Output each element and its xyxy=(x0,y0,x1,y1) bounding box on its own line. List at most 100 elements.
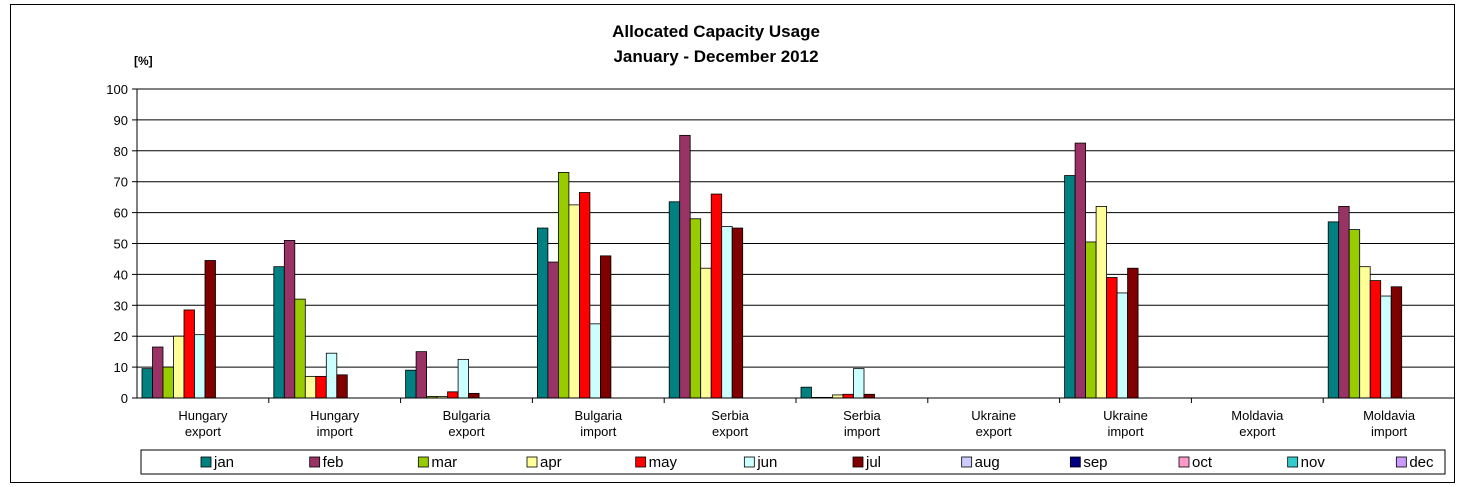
bar-jan xyxy=(1327,221,1340,399)
legend-box xyxy=(140,449,1446,475)
y-tick-label: 100 xyxy=(106,82,128,97)
bar-may xyxy=(1369,280,1382,399)
x-category-label: Moldavia xyxy=(1231,408,1284,423)
bar-mar xyxy=(162,366,174,399)
bar-jun xyxy=(589,323,601,399)
bar-jan xyxy=(141,368,153,399)
bar-feb xyxy=(1338,206,1350,399)
x-category-label: export xyxy=(976,424,1013,439)
legend-swatch-may xyxy=(635,456,647,468)
bar-feb xyxy=(415,351,428,399)
legend-label-mar: mar xyxy=(431,454,457,471)
x-category-label: export xyxy=(448,424,485,439)
legend-swatch-dec xyxy=(1395,456,1407,468)
bar-jun xyxy=(325,352,338,399)
bar-may xyxy=(579,192,591,399)
bar-apr xyxy=(1095,206,1107,399)
bar-may xyxy=(183,309,195,399)
bar-jul xyxy=(468,392,480,399)
legend-label-dec: dec xyxy=(1409,454,1434,471)
grid-lines xyxy=(137,88,1455,368)
bar-jun xyxy=(1380,295,1392,399)
bar-may xyxy=(447,391,459,399)
bar-jun xyxy=(457,358,470,399)
x-category-label: export xyxy=(185,424,222,439)
x-category-label: Hungary xyxy=(178,408,228,423)
x-category-labels: HungaryexportHungaryimportBulgariaexport… xyxy=(178,408,1416,439)
x-category-label: Ukraine xyxy=(1103,408,1148,423)
bar-jan xyxy=(800,386,812,399)
legend-swatch-jan xyxy=(200,456,212,468)
x-category-label: Serbia xyxy=(711,408,749,423)
x-category-label: import xyxy=(317,424,354,439)
legend-label-may: may xyxy=(649,454,678,471)
bar-apr xyxy=(700,267,712,399)
x-category-label: Ukraine xyxy=(971,408,1016,423)
bar-apr xyxy=(173,335,185,399)
bar-may xyxy=(1106,277,1118,399)
legend-label-nov: nov xyxy=(1301,454,1326,471)
bar-mar xyxy=(294,298,306,399)
bar-mar xyxy=(689,218,702,399)
x-category-label: import xyxy=(844,424,881,439)
bar-may xyxy=(842,393,854,399)
chart-subtitle: January - December 2012 xyxy=(613,47,818,66)
legend-label-feb: feb xyxy=(323,454,344,471)
legend-label-jul: jul xyxy=(865,454,881,471)
x-category-label: Moldavia xyxy=(1363,408,1416,423)
legend-label-sep: sep xyxy=(1083,454,1107,471)
x-category-label: Bulgaria xyxy=(443,408,491,423)
bar-feb xyxy=(152,346,164,399)
x-category-label: import xyxy=(1107,424,1144,439)
legend-label-jan: jan xyxy=(213,454,234,471)
bar-may xyxy=(315,375,327,399)
x-category-label: import xyxy=(1371,424,1408,439)
y-axis-unit-label: [%] xyxy=(134,54,153,68)
bar-jul xyxy=(1127,267,1139,399)
x-category-label: export xyxy=(712,424,749,439)
y-tick-labels: 0 10 20 30 40 50 60 70 80 90 100 xyxy=(106,82,128,406)
bar-jul xyxy=(731,227,744,399)
y-tick-label: 0 xyxy=(121,391,128,406)
bar-mar xyxy=(1348,229,1361,399)
bar-jul xyxy=(1390,286,1403,399)
bar-jun xyxy=(1116,292,1128,399)
legend-label-jun: jun xyxy=(756,454,777,471)
axes xyxy=(132,88,1455,403)
bar-jul xyxy=(600,255,612,399)
bar-feb xyxy=(1074,142,1086,399)
bar-jan xyxy=(1064,175,1076,399)
x-category-label: import xyxy=(580,424,617,439)
legend-swatch-mar xyxy=(417,456,429,468)
legend-label-aug: aug xyxy=(975,454,1000,471)
y-tick-label: 40 xyxy=(114,267,128,282)
x-category-label: export xyxy=(1239,424,1276,439)
legend-swatch-jul xyxy=(852,456,864,468)
y-tick-label: 60 xyxy=(114,206,128,221)
bar-jul xyxy=(336,374,348,399)
legend-swatch-feb xyxy=(309,456,321,468)
bar-jun xyxy=(194,334,206,399)
bar-jun xyxy=(721,226,733,399)
y-tick-label: 70 xyxy=(114,175,128,190)
y-tick-label: 80 xyxy=(114,144,128,159)
legend-label-apr: apr xyxy=(540,454,562,471)
bar-mar xyxy=(1085,241,1097,399)
bar-apr xyxy=(304,375,317,399)
legend-swatch-aug xyxy=(961,456,973,468)
y-tick-label: 30 xyxy=(114,298,128,313)
y-tick-label: 10 xyxy=(114,360,128,375)
legend-swatch-oct xyxy=(1178,456,1190,468)
bar-jul xyxy=(204,260,216,399)
x-category-label: Serbia xyxy=(843,408,881,423)
legend: jan feb mar apr may jun jul aug sep oct nov dec xyxy=(140,449,1446,475)
bar-feb xyxy=(679,134,691,399)
y-tick-label: 50 xyxy=(114,237,128,252)
bar-feb xyxy=(547,261,559,399)
chart-title: Allocated Capacity Usage xyxy=(612,22,820,41)
y-tick-label: 90 xyxy=(114,113,128,128)
legend-swatch-apr xyxy=(526,456,538,468)
bar-jul xyxy=(863,393,875,399)
bar-jan xyxy=(668,201,681,399)
